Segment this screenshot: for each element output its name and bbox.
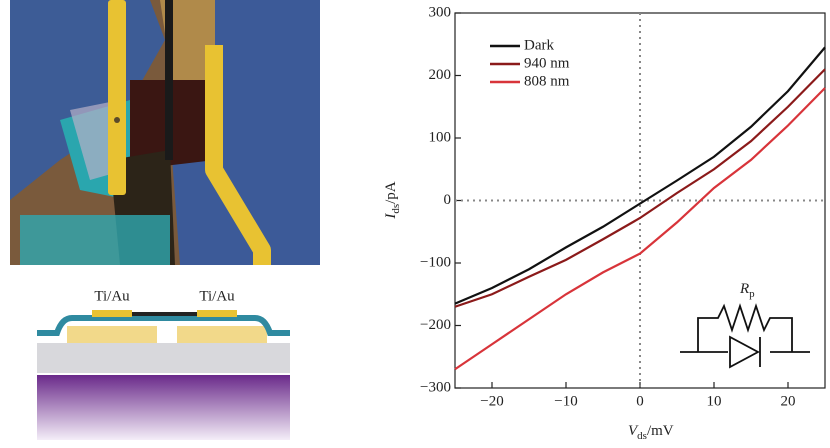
figure: Ti/Au Ti/Au Rp Vds/mV Ids/pA −300−200−10…	[0, 0, 830, 443]
legend-label: 940 nm	[524, 55, 570, 71]
label-main: R	[739, 281, 749, 297]
legend-label: 808 nm	[524, 73, 570, 89]
y-tick-label: 0	[444, 192, 452, 208]
y-axis-label: Ids/pA	[383, 181, 401, 219]
y-tick-label: 200	[429, 67, 452, 83]
label-unit: /mV	[647, 423, 674, 439]
label-sub: p	[749, 288, 755, 300]
label-sub: ds	[637, 430, 647, 442]
x-tick-label: 10	[707, 393, 722, 409]
pad-label: Ti/Au	[199, 288, 235, 304]
y-tick-label: −300	[420, 379, 451, 395]
data-line	[455, 88, 825, 369]
x-tick-label: −10	[554, 393, 577, 409]
circuit	[680, 306, 810, 367]
y-tick-label: −100	[420, 254, 451, 270]
pad-label: Ti/Au	[94, 288, 130, 304]
x-axis-label: Vds/mV	[628, 423, 674, 441]
x-tick-label: 0	[636, 393, 644, 409]
micrograph	[10, 0, 320, 265]
y-tick-label: 100	[429, 129, 452, 145]
label-unit: /pA	[383, 181, 399, 204]
legend-label: Dark	[524, 37, 554, 53]
page: {"chart_data": {"type": "line", "xlabel"…	[0, 0, 830, 443]
circuit-label: Rp	[739, 281, 755, 299]
y-tick-label: −200	[420, 317, 451, 333]
x-tick-label: 20	[781, 393, 796, 409]
x-tick-label: −20	[480, 393, 503, 409]
label-sub: ds	[390, 204, 402, 214]
y-tick-label: 300	[429, 4, 452, 20]
device-schematic: Ti/Au Ti/Au	[37, 288, 290, 440]
